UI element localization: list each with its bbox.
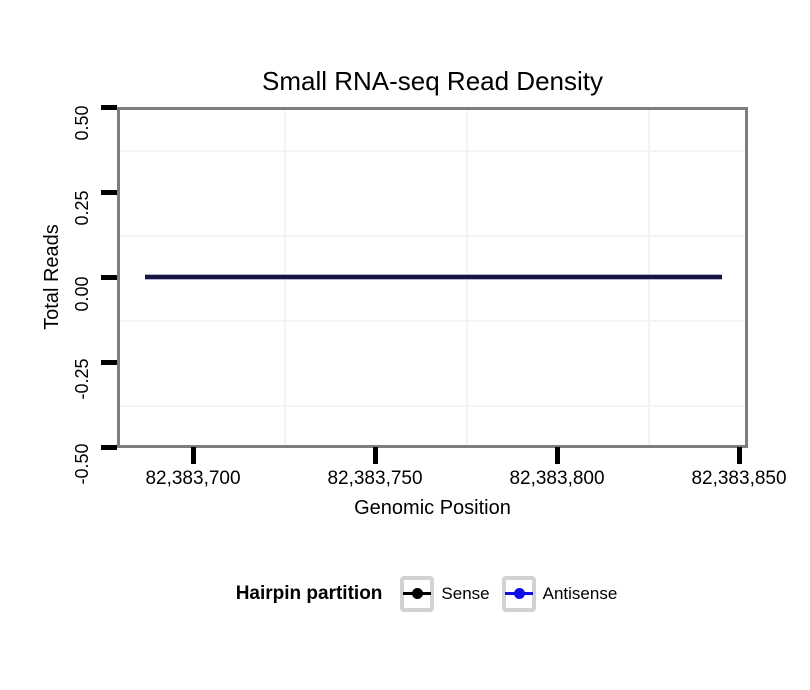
y-tick-label: 0.25	[72, 190, 92, 226]
y-axis-title: Total Reads	[41, 224, 63, 330]
minor-gridline-h	[120, 405, 745, 407]
x-tick	[373, 447, 378, 464]
sense-point-icon	[412, 588, 424, 599]
y-tick	[101, 275, 117, 280]
x-tick-label: 82,383,750	[327, 468, 423, 489]
y-tick-label: -0.50	[72, 443, 92, 485]
minor-gridline-h	[120, 320, 745, 322]
x-tick-label: 82,383,700	[145, 468, 241, 489]
legend-key-antisense	[501, 576, 536, 612]
x-axis-title: Genomic Position	[354, 497, 511, 519]
y-tick	[101, 105, 117, 110]
legend-key-sense	[400, 576, 435, 612]
y-tick	[101, 360, 117, 365]
y-tick-label: 0.00	[72, 276, 92, 312]
y-tick	[101, 445, 117, 450]
x-tick	[191, 447, 196, 464]
legend-label-sense: Sense	[441, 584, 490, 603]
y-tick-label: -0.25	[72, 358, 92, 400]
legend-label-antisense: Antisense	[542, 584, 618, 603]
x-tick	[737, 447, 742, 464]
antisense-point-icon	[513, 588, 525, 599]
x-tick-label: 82,383,800	[509, 468, 605, 489]
plot-panel	[117, 107, 748, 448]
x-tick-label: 82,383,850	[691, 468, 787, 489]
zero-reads-line	[145, 274, 722, 280]
minor-gridline-h	[120, 235, 745, 237]
minor-gridline-h	[120, 150, 745, 152]
legend-title: Hairpin partition	[235, 583, 383, 604]
legend: Hairpin partition Sense Antisense	[117, 573, 748, 615]
chart-title: Small RNA-seq Read Density	[261, 66, 603, 96]
y-tick	[101, 190, 117, 195]
y-tick-label: 0.50	[72, 105, 92, 141]
x-tick	[555, 447, 560, 464]
